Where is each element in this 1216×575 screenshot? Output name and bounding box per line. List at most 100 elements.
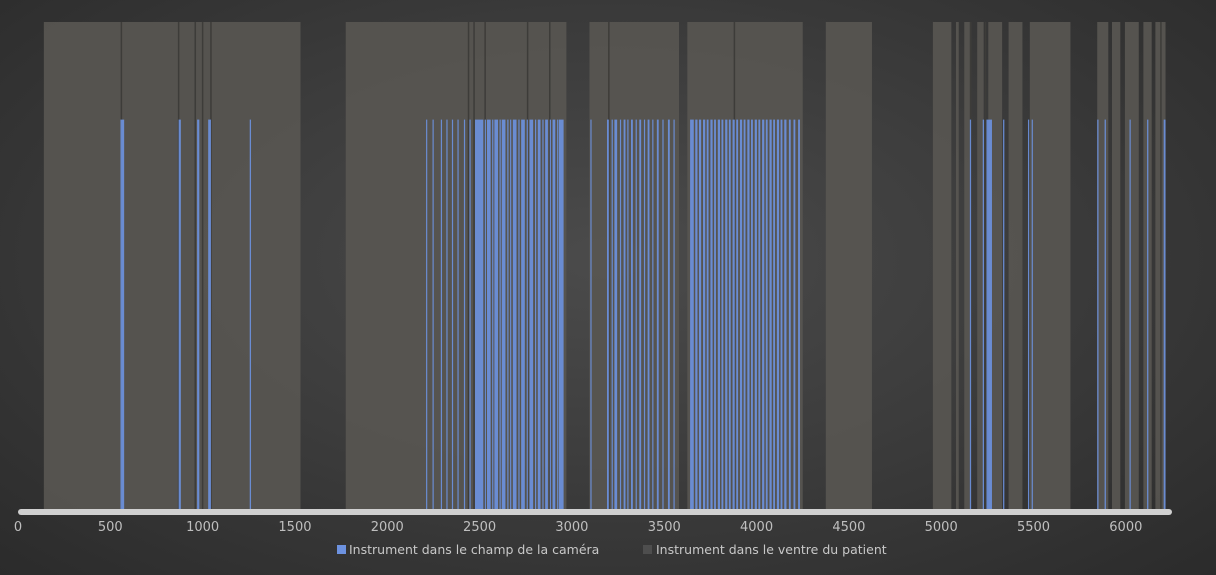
camera-interval-bar: [590, 119, 592, 510]
camera-interval-bar: [656, 119, 659, 510]
camera-interval-bar: [1129, 119, 1131, 510]
camera-interval-bar: [751, 119, 753, 510]
camera-interval-bar: [635, 119, 637, 510]
camera-interval-bar: [673, 119, 675, 510]
camera-interval-bar: [557, 119, 559, 510]
x-tick-label: 4000: [740, 520, 773, 535]
legend-swatch-camera: [337, 545, 346, 554]
camera-interval-bar: [549, 119, 551, 510]
camera-interval-bar: [178, 119, 181, 510]
belly-interval-bar: [1111, 22, 1121, 510]
camera-interval-bar: [542, 119, 544, 510]
camera-interval-bar: [780, 119, 783, 510]
belly-series-layer: [43, 22, 1166, 510]
belly-interval-bar: [1008, 22, 1023, 510]
camera-interval-bar: [451, 119, 454, 510]
camera-interval-bar: [249, 119, 252, 510]
camera-interval-bar: [432, 119, 434, 510]
camera-interval-bar: [440, 119, 443, 510]
camera-interval-bar: [643, 119, 646, 510]
camera-interval-bar: [969, 119, 972, 510]
camera-interval-bar: [773, 119, 776, 510]
camera-interval-bar: [486, 119, 491, 510]
x-tick-label: 500: [98, 520, 123, 535]
camera-interval-bar: [982, 119, 985, 510]
camera-interval-bar: [474, 119, 484, 510]
camera-interval-bar: [545, 119, 548, 510]
camera-interval-bar: [769, 119, 772, 510]
camera-interval-bar: [765, 119, 768, 510]
camera-interval-bar: [662, 119, 664, 510]
camera-interval-bar: [1104, 119, 1106, 510]
x-axis: [18, 509, 1172, 515]
belly-interval-bar: [825, 22, 872, 510]
camera-interval-bar: [208, 119, 211, 510]
x-tick-label: 1500: [278, 520, 311, 535]
camera-interval-bar: [501, 119, 506, 510]
camera-interval-bar: [537, 119, 541, 510]
camera-interval-bar: [652, 119, 654, 510]
camera-interval-bar: [695, 119, 698, 510]
x-axis-line: [18, 509, 1172, 515]
camera-interval-bar: [499, 119, 501, 510]
camera-interval-bar: [631, 119, 633, 510]
camera-interval-bar: [754, 119, 757, 510]
camera-interval-bar: [739, 119, 743, 510]
camera-interval-bar: [484, 119, 486, 510]
camera-interval-bar: [710, 119, 713, 510]
camera-interval-bar: [1003, 119, 1005, 510]
legend-label-belly: Instrument dans le ventre du patient: [656, 542, 887, 557]
belly-interval-bar: [345, 22, 567, 510]
camera-interval-bar: [120, 119, 125, 510]
camera-interval-bar: [197, 119, 200, 510]
camera-interval-bar: [1097, 119, 1099, 510]
camera-interval-bar: [758, 119, 761, 510]
camera-interval-bar: [647, 119, 650, 510]
camera-interval-bar: [986, 119, 992, 510]
camera-interval-bar: [619, 119, 622, 510]
camera-interval-bar: [728, 119, 731, 510]
camera-series-layer: [120, 119, 1166, 510]
x-tick-label: 6000: [1109, 520, 1142, 535]
camera-interval-bar: [426, 119, 428, 510]
x-tick-label: 2000: [371, 520, 404, 535]
camera-interval-bar: [743, 119, 746, 510]
belly-interval-bar: [964, 22, 970, 510]
x-tick-label: 4500: [832, 520, 865, 535]
camera-interval-bar: [614, 119, 618, 510]
camera-interval-bar: [507, 119, 509, 510]
belly-interval-bar: [1124, 22, 1139, 510]
belly-interval-bar: [1097, 22, 1109, 510]
camera-interval-bar: [714, 119, 716, 510]
belly-interval-bar: [589, 22, 680, 510]
x-tick-label: 1000: [186, 520, 219, 535]
camera-interval-bar: [607, 119, 609, 510]
camera-interval-bar: [788, 119, 791, 510]
camera-interval-bar: [534, 119, 537, 510]
camera-interval-bar: [793, 119, 796, 510]
camera-interval-bar: [1163, 119, 1166, 510]
camera-interval-bar: [1147, 119, 1149, 510]
camera-interval-bar: [717, 119, 721, 510]
belly-interval-bar: [932, 22, 952, 510]
camera-interval-bar: [512, 119, 517, 510]
camera-interval-bar: [627, 119, 629, 510]
belly-interval-bar: [955, 22, 959, 510]
camera-interval-bar: [623, 119, 626, 510]
x-tick-labels: 0 500 1000 1500 2000 2500 3000 3500 4000 4500 5000…: [14, 520, 1143, 535]
camera-interval-bar: [798, 119, 800, 510]
camera-interval-bar: [529, 119, 534, 510]
camera-interval-bar: [762, 119, 765, 510]
camera-interval-bar: [639, 119, 642, 510]
camera-interval-bar: [1027, 119, 1030, 510]
camera-interval-bar: [725, 119, 728, 510]
camera-interval-bar: [721, 119, 724, 510]
camera-interval-bar: [463, 119, 466, 510]
camera-interval-bar: [518, 119, 520, 510]
camera-interval-bar: [690, 119, 694, 510]
camera-interval-bar: [526, 119, 528, 510]
camera-interval-bar: [747, 119, 750, 510]
belly-interval-bar: [1029, 22, 1071, 510]
